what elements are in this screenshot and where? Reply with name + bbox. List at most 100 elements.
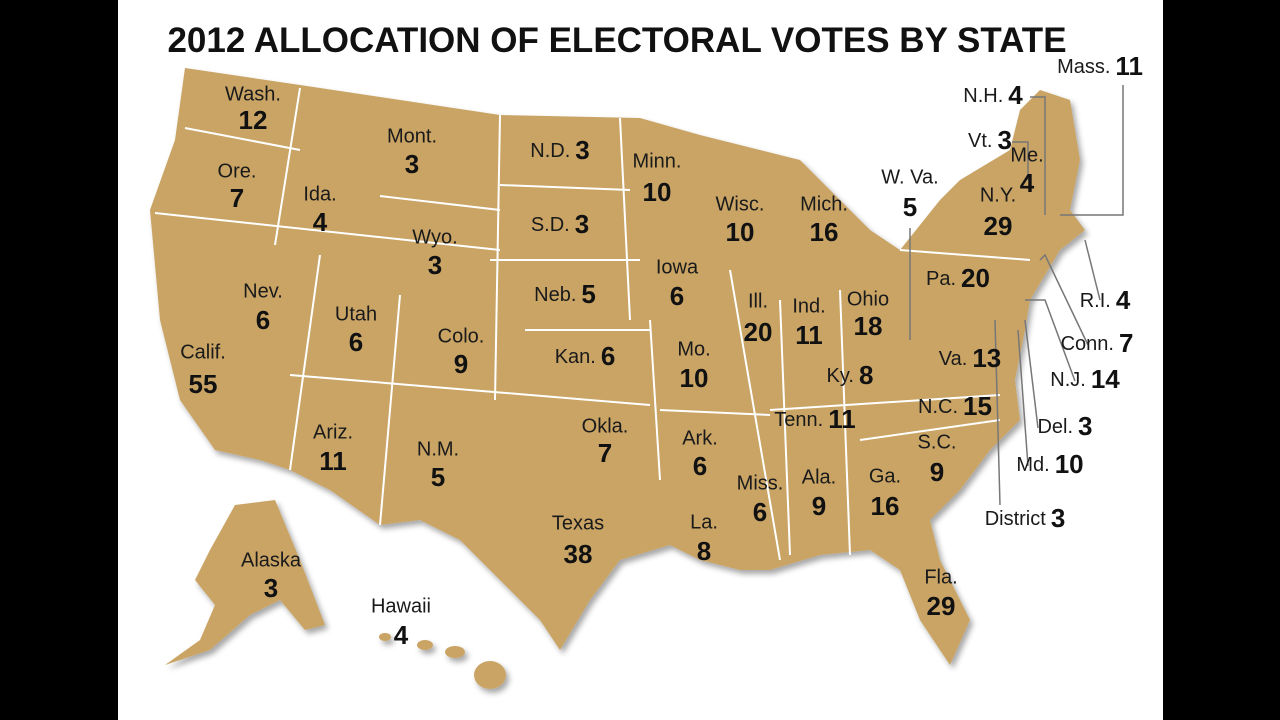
state-name: Ga.: [869, 465, 901, 487]
electoral-votes: 5: [431, 462, 445, 492]
electoral-votes: 29: [927, 591, 956, 621]
state-name: Mo.: [677, 338, 710, 360]
state-name: Colo.: [438, 325, 485, 347]
state-name: Vt.: [968, 130, 992, 152]
state-label-text: Tenn. 11: [774, 404, 855, 434]
state-label-text: Md. 10: [1016, 449, 1083, 479]
electoral-votes: 20: [744, 317, 773, 347]
state-label: La. 8: [690, 511, 718, 566]
state-label-text: Pa. 20: [926, 263, 990, 293]
electoral-votes: 16: [871, 491, 900, 521]
state-label: Calif. 55: [180, 341, 226, 399]
state-label: Va. 13: [939, 343, 1001, 373]
state-label: W. Va. 5: [881, 166, 938, 222]
electoral-votes: 11: [319, 446, 347, 476]
state-label: Mass. 11: [1057, 51, 1143, 81]
electoral-votes: 4: [1020, 168, 1035, 198]
state-name: Ore.: [218, 160, 257, 182]
state-name: Pa.: [926, 268, 956, 290]
electoral-votes: 5: [581, 279, 595, 309]
state-name: R.I.: [1080, 290, 1111, 312]
electoral-votes: 7: [598, 438, 612, 468]
state-label-text: Va. 13: [939, 343, 1001, 373]
state-name: Ill.: [748, 290, 768, 312]
state-label-text: S.D. 3: [531, 209, 589, 239]
state-name: Iowa: [656, 256, 699, 278]
hawaii: [445, 646, 465, 658]
electoral-votes: 10: [680, 363, 709, 393]
state-label-text: Kan. 6: [555, 341, 616, 371]
state-name: Hawaii: [371, 595, 431, 617]
state-label-text: R.I. 4: [1080, 285, 1131, 315]
state-name: W. Va.: [881, 166, 938, 188]
state-name: N.D.: [530, 140, 570, 162]
state-label-text: Ky. 8: [827, 360, 874, 390]
state-label: Mich.16: [800, 193, 848, 247]
electoral-votes: 10: [1055, 449, 1084, 479]
state-name: Mich.: [800, 193, 848, 215]
electoral-votes: 9: [812, 491, 826, 521]
state-label: Wyo.3: [412, 226, 457, 280]
state-label: N.M.5: [417, 438, 459, 492]
state-label: Tenn. 11: [774, 404, 855, 434]
state-name: Okla.: [582, 415, 629, 437]
contiguous-us: [150, 68, 1085, 665]
state-label: N.D. 3: [530, 135, 589, 165]
electoral-votes: 20: [961, 263, 990, 293]
state-label-text: N.D. 3: [530, 135, 589, 165]
state-name: Tenn.: [774, 409, 823, 431]
state-name: Fla.: [924, 566, 957, 588]
state-name: Ariz.: [313, 421, 353, 443]
state-label-text: N.J. 14: [1050, 364, 1120, 394]
electoral-votes: 3: [997, 125, 1011, 155]
state-label: S.D. 3: [531, 209, 589, 239]
state-name: Va.: [939, 348, 968, 370]
state-label: Md. 10: [1016, 449, 1083, 479]
state-name: N.M.: [417, 438, 459, 460]
state-name: N.J.: [1050, 369, 1086, 391]
state-label: S.C. 9: [918, 431, 957, 487]
state-label: Ky. 8: [827, 360, 874, 390]
state-name: Wisc.: [716, 193, 765, 215]
electoral-votes: 4: [1116, 285, 1131, 315]
state-name: Mass.: [1057, 56, 1110, 78]
state-label: N.C. 15: [918, 391, 992, 421]
state-label-text: District 3: [985, 503, 1066, 533]
electoral-votes: 8: [697, 536, 711, 566]
state-name: N.H.: [963, 85, 1003, 107]
state-label-text: Vt. 3: [968, 125, 1012, 155]
state-name: Utah: [335, 303, 377, 325]
state-label: Wash.12: [225, 83, 281, 135]
alaska: [165, 500, 325, 665]
state-name: Ala.: [802, 466, 836, 488]
state-name: Ida.: [303, 183, 336, 205]
state-name: Wash.: [225, 83, 281, 105]
state-name: District: [985, 508, 1047, 530]
state-label: Ind. 11: [792, 295, 825, 350]
state-label: Nev. 6: [243, 280, 283, 335]
electoral-votes: 16: [810, 217, 839, 247]
electoral-votes: 3: [575, 135, 589, 165]
electoral-votes: 29: [984, 211, 1013, 241]
state-label: Pa. 20: [926, 263, 990, 293]
electoral-votes: 7: [1119, 328, 1133, 358]
state-label: R.I. 4: [1080, 285, 1131, 315]
electoral-votes: 12: [239, 105, 268, 135]
state-label: Hawaii 4: [371, 595, 431, 650]
state-label: Me.4: [1010, 144, 1043, 198]
electoral-votes: 3: [1078, 411, 1092, 441]
state-label: Kan. 6: [555, 341, 616, 371]
state-label: Mo. 10: [677, 338, 710, 393]
state-name: Ind.: [792, 295, 825, 317]
electoral-votes: 3: [264, 573, 278, 603]
state-label: Neb. 5: [534, 279, 596, 309]
electoral-votes: 6: [670, 281, 684, 311]
state-name: La.: [690, 511, 718, 533]
electoral-votes: 6: [349, 327, 363, 357]
state-label: Vt. 3: [968, 125, 1012, 155]
state-label: Miss. 6: [737, 472, 784, 527]
hawaii: [474, 661, 506, 689]
state-label: Ga. 16: [869, 465, 901, 521]
